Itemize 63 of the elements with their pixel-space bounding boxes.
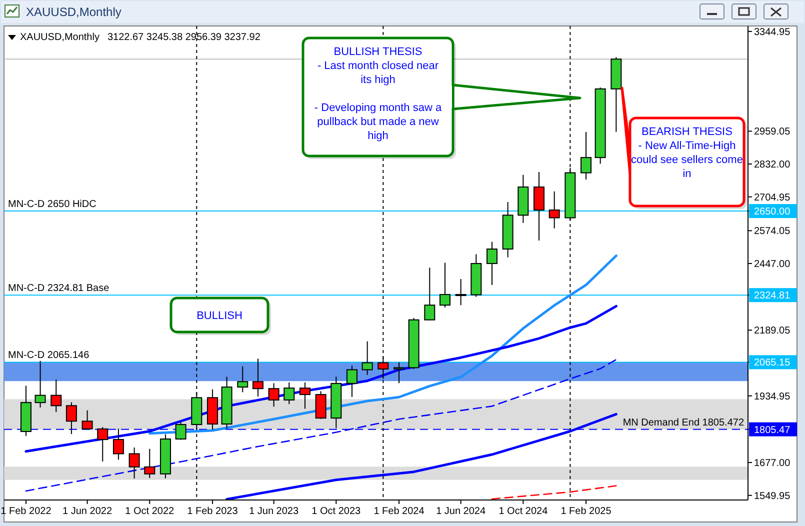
candlestick <box>175 422 186 440</box>
y-tick-label: 2832.00 <box>754 160 791 171</box>
candlestick <box>548 190 560 229</box>
x-tick-label: 1 Feb 2024 <box>374 506 425 517</box>
annotation: BEARISH THESIS <box>642 126 732 138</box>
y-tick-label: 1934.95 <box>754 391 791 402</box>
annotation: BULLISH THESIS <box>334 46 422 58</box>
candlestick <box>237 366 248 393</box>
candlestick <box>580 131 592 180</box>
candlestick <box>112 428 124 460</box>
y-tick-label: 2324.81 <box>754 290 791 302</box>
x-tick-label: 1 Oct 2024 <box>498 506 548 517</box>
candlestick <box>439 262 450 308</box>
y-tick-label: 3344.95 <box>754 26 791 38</box>
x-tick-label: 1 Feb 2023 <box>187 506 238 517</box>
annotation: - New All-Time-High could see sellers come in <box>631 140 743 180</box>
candlestick <box>534 172 545 242</box>
x-tick-label: 1 Jun 2024 <box>436 506 486 517</box>
ref-line-label: MN-C-D 2065.146 <box>8 350 90 362</box>
candlestick <box>299 382 310 410</box>
candlestick <box>346 365 358 398</box>
candlestick <box>50 379 62 413</box>
candlestick <box>97 426 108 462</box>
ref-line-label: MN-C-D 2324.81 Base <box>8 283 110 294</box>
x-tick-label: 1 Oct 2023 <box>312 506 362 517</box>
x-tick-label: 1 Feb 2022 <box>0 506 52 517</box>
annotation: - Developing month saw a pullback but made a new high <box>314 102 442 142</box>
text: 3122.67 3245.38 2956.39 3237.92 <box>107 32 261 43</box>
y-tick-label: 1805.47 <box>754 424 791 436</box>
y-tick-label: 2704.95 <box>754 192 791 204</box>
candlestick <box>393 362 404 384</box>
candlestick <box>284 382 295 405</box>
candlestick <box>455 278 466 306</box>
x-tick-label: 1 Oct 2022 <box>125 506 175 517</box>
candlestick <box>144 448 156 479</box>
candlestick <box>315 390 326 420</box>
text: XAUUSD,Monthly <box>20 32 100 43</box>
y-tick-label: 2574.05 <box>754 226 791 238</box>
chart-title: XAUUSD,Monthly <box>26 5 122 19</box>
candlestick <box>34 360 46 408</box>
y-tick-label: 2447.00 <box>754 259 791 270</box>
candlestick <box>486 241 498 286</box>
candlestick <box>424 267 436 321</box>
annotation: BULLISH <box>196 310 242 322</box>
x-tick-label: 1 Feb 2025 <box>560 506 612 517</box>
x-tick-label: 1 Jun 2022 <box>62 506 112 517</box>
y-tick-label: 2959.05 <box>754 126 791 138</box>
ref-line-label: MN-C-D 2650 HiDC <box>8 199 96 210</box>
candlestick <box>128 447 140 480</box>
y-tick-label: 2650.00 <box>754 206 791 218</box>
candlestick <box>362 340 373 376</box>
candlestick <box>82 410 93 430</box>
candlestick <box>66 402 77 435</box>
y-tick-label: 1677.00 <box>754 458 791 470</box>
y-tick-label: 1549.95 <box>754 490 791 502</box>
ref-line-label: MN Demand End 1805.472 <box>622 417 744 428</box>
y-tick-label: 2065.15 <box>754 358 791 369</box>
candlestick <box>252 358 264 398</box>
candlestick <box>268 382 280 408</box>
y-tick-label: 2189.05 <box>754 326 791 337</box>
line-series <box>148 254 618 435</box>
x-tick-label: 1 Jun 2023 <box>249 506 299 517</box>
annotation: - Last month closed near its high <box>317 60 439 86</box>
